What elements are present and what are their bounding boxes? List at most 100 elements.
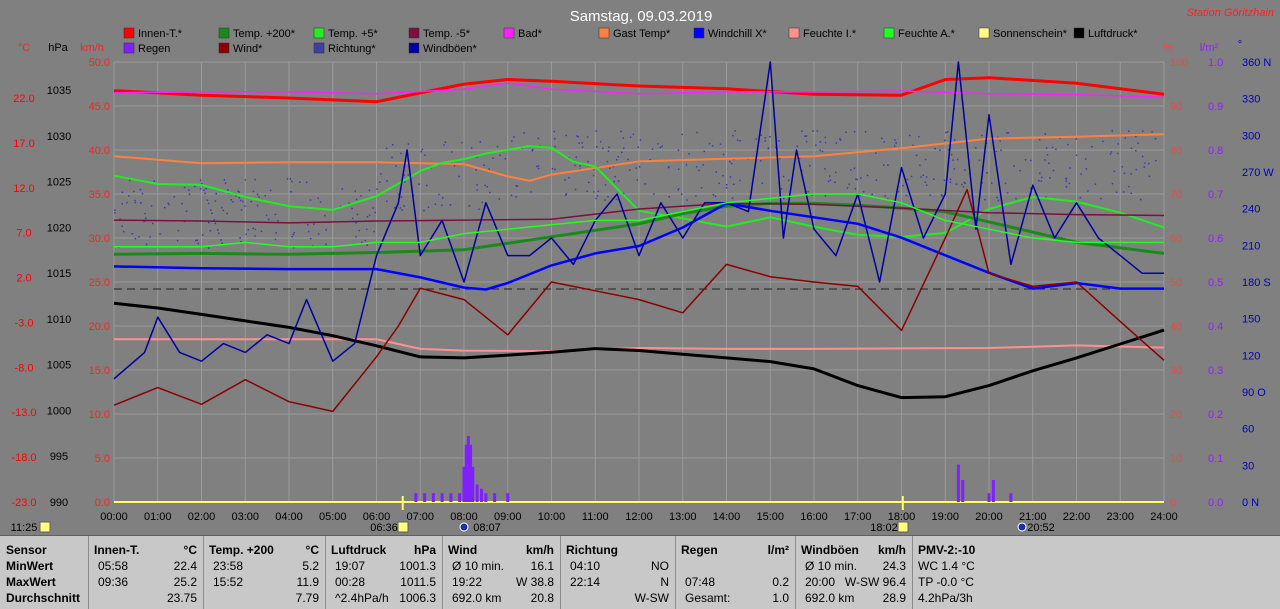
direction-point <box>150 205 153 207</box>
direction-point <box>488 168 490 170</box>
legend-label: Feuchte I.* <box>803 28 857 40</box>
direction-point <box>434 203 437 205</box>
direction-point <box>711 145 714 147</box>
direction-point <box>1123 172 1126 175</box>
stats-cell-value: 7.79 <box>295 591 319 605</box>
direction-point <box>1116 152 1119 155</box>
y-tick-rain_lm2: 0.5 <box>1208 277 1223 289</box>
direction-point <box>206 199 209 201</box>
direction-point <box>945 131 947 134</box>
legend-swatch <box>408 42 420 54</box>
y-tick-wind_kmh: 45.0 <box>89 101 110 113</box>
direction-point <box>222 209 224 212</box>
direction-point <box>258 196 260 198</box>
direction-point <box>356 213 359 216</box>
stats-panel-title: Wind <box>448 543 478 557</box>
y-tick-humidity_pct: 10 <box>1170 453 1182 465</box>
legend-swatch <box>218 27 230 39</box>
series-wind <box>113 188 1165 413</box>
direction-point <box>254 228 257 231</box>
direction-point <box>265 214 268 217</box>
direction-point <box>355 222 357 224</box>
stats-cell-value: 1011.5 <box>400 575 436 589</box>
direction-point <box>368 189 371 192</box>
direction-point <box>254 178 256 181</box>
direction-point <box>922 174 925 176</box>
direction-point <box>114 209 116 211</box>
wind-axis-unit: km/h <box>80 42 104 54</box>
stats-cell-label: 19:22 <box>452 575 483 589</box>
direction-point <box>380 173 382 175</box>
legend-label: Gast Temp* <box>613 28 671 40</box>
x-tick-label: 21:00 <box>1019 511 1047 523</box>
direction-point <box>1004 182 1007 185</box>
direction-point <box>887 198 889 200</box>
legend-swatch <box>313 27 325 39</box>
stats-panel: Windböen km/h Ø 10 min. 24.3 20:00 W-SW 96.4 6… <box>795 536 913 609</box>
direction-point <box>587 160 589 163</box>
rain-bar <box>506 493 510 502</box>
legend-label: Feuchte A.* <box>898 28 956 40</box>
direction-point <box>574 188 577 191</box>
direction-point <box>444 141 447 143</box>
stats-row-label: Durchschnitt <box>6 591 81 605</box>
y-tick-rain_lm2: 0.4 <box>1208 321 1223 333</box>
direction-point <box>952 159 954 161</box>
direction-point <box>195 239 197 242</box>
rain-bar <box>480 488 483 502</box>
direction-point <box>313 223 315 225</box>
stats-panel: PMV-2:-10 WC 1.4 °C TP -0.0 °C 4.2hPa/3h <box>912 536 1002 609</box>
y-tick-direction: 270 W <box>1242 167 1274 179</box>
direction-point <box>1121 166 1123 168</box>
direction-point <box>133 190 135 193</box>
stats-panel: Luftdruck hPa 19:07 1001.3 00:28 1011.5 ^2.4hP… <box>325 536 443 609</box>
x-tick-label: 20:00 <box>975 511 1003 523</box>
direction-point <box>424 154 426 156</box>
direction-point <box>1075 138 1077 140</box>
direction-point <box>407 174 409 176</box>
legend-swatch <box>123 42 135 54</box>
y-tick-wind_kmh: 0.0 <box>95 497 110 509</box>
direction-point <box>194 185 196 188</box>
direction-point <box>883 164 885 166</box>
direction-point <box>216 229 219 231</box>
direction-point <box>1006 192 1009 194</box>
direction-point <box>866 174 869 177</box>
x-tick-label: 04:00 <box>275 511 303 523</box>
stats-panel: Temp. +200 °C 23:58 5.2 15:52 11.9 7.79 <box>203 536 326 609</box>
direction-point <box>354 190 356 192</box>
direction-point <box>443 144 445 146</box>
direction-point <box>862 191 865 193</box>
direction-point <box>220 239 222 241</box>
direction-point <box>121 225 123 227</box>
direction-point <box>355 198 358 201</box>
direction-point <box>668 166 670 168</box>
direction-point <box>1135 150 1137 152</box>
series-gast <box>113 133 1165 182</box>
legend-swatch <box>598 27 610 39</box>
direction-point <box>481 201 483 204</box>
x-tick-label: 08:00 <box>450 511 478 523</box>
direction-point <box>574 164 576 167</box>
direction-point <box>438 193 440 196</box>
direction-point <box>638 166 641 168</box>
y-tick-direction: 300 <box>1242 130 1260 142</box>
y-tick-pressure_hpa: 1030 <box>47 131 71 143</box>
direction-point <box>609 167 611 169</box>
legend-swatch <box>788 27 800 39</box>
stats-panel-title: Luftdruck <box>331 543 387 557</box>
y-tick-pressure_hpa: 1025 <box>47 177 71 189</box>
direction-point <box>510 194 513 197</box>
direction-point <box>1065 180 1068 182</box>
y-tick-pressure_hpa: 1015 <box>47 268 71 280</box>
direction-point <box>1143 166 1146 168</box>
direction-point <box>1079 197 1082 199</box>
y-tick-temp_c: -13.0 <box>11 407 36 419</box>
direction-point <box>264 195 266 197</box>
x-tick-label: 15:00 <box>756 511 784 523</box>
rain-bar <box>423 493 427 502</box>
direction-point <box>199 179 202 181</box>
direction-point <box>702 164 704 166</box>
direction-point <box>732 134 734 137</box>
time-marker-label: 11:25 <box>11 522 38 534</box>
